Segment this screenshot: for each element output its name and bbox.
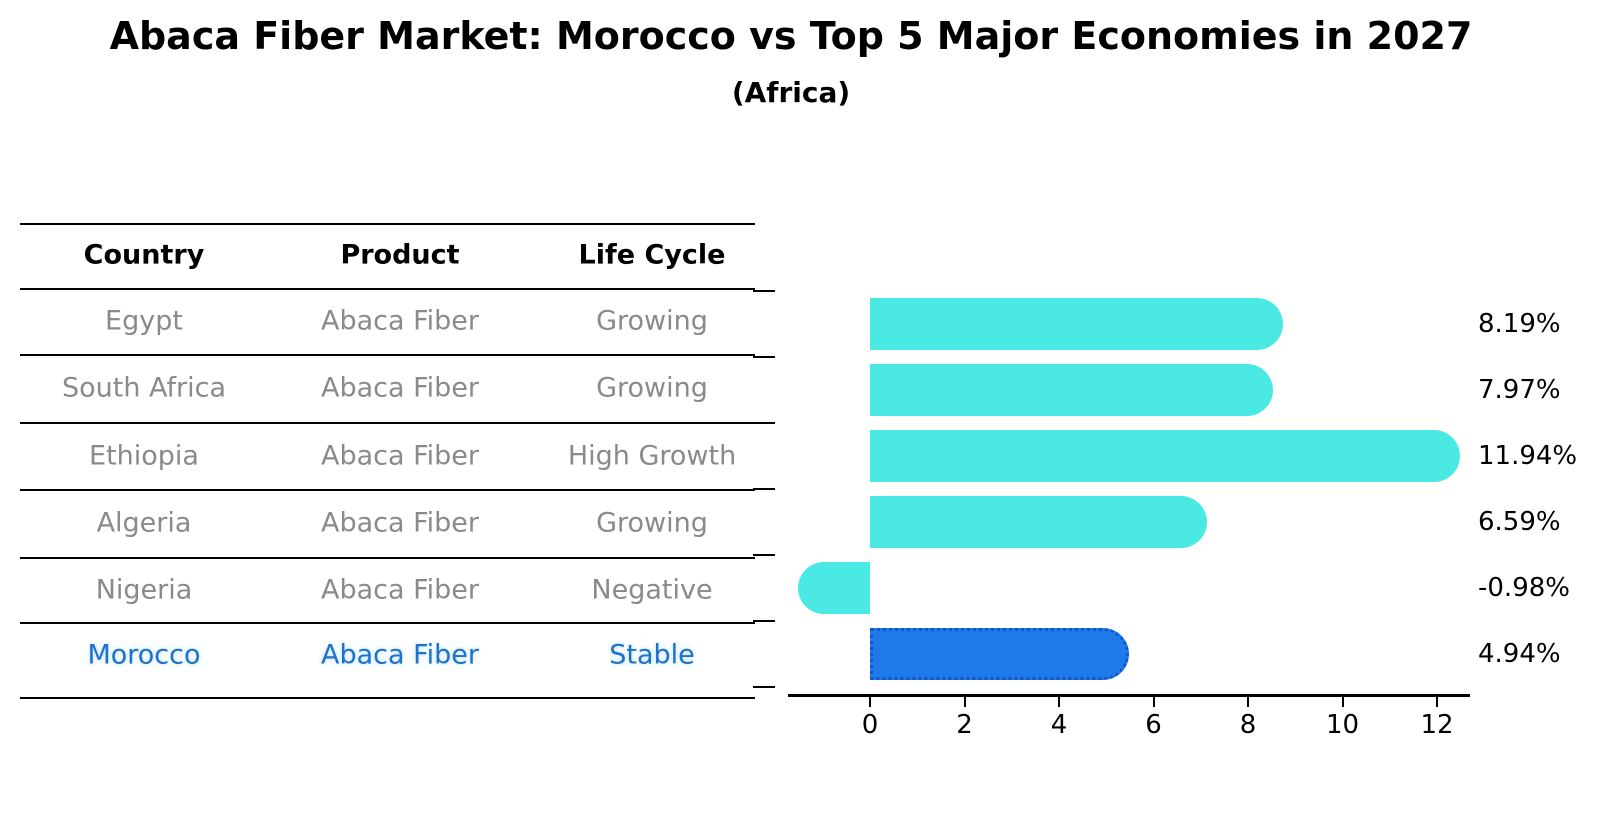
col-header-life-cycle: Life Cycle bbox=[578, 239, 726, 271]
value-label-nigeria: -0.98% bbox=[1478, 573, 1570, 603]
table-line-5 bbox=[20, 557, 755, 559]
chart-title: Abaca Fiber Market: Morocco vs Top 5 Maj… bbox=[109, 14, 1473, 58]
cell-nigeria-country: Nigeria bbox=[95, 574, 193, 605]
cell-ethiopia-life-cycle: High Growth bbox=[567, 440, 737, 471]
cell-morocco-country: Morocco bbox=[87, 639, 201, 671]
table-line-7 bbox=[20, 697, 755, 699]
cell-morocco-life-cycle: Stable bbox=[609, 639, 695, 671]
bar-egypt bbox=[870, 298, 1283, 350]
x-tick-label-0: 0 bbox=[861, 710, 879, 740]
cell-algeria-country: Algeria bbox=[96, 507, 192, 539]
bar-ethiopia bbox=[870, 430, 1461, 482]
value-label-south-africa: 7.97% bbox=[1478, 375, 1561, 405]
x-tick-2 bbox=[963, 697, 966, 707]
y-tick-3 bbox=[753, 488, 775, 490]
table-line-2 bbox=[20, 354, 755, 356]
x-tick-8 bbox=[1247, 697, 1249, 707]
x-tick-label-8: 8 bbox=[1239, 710, 1257, 740]
y-tick-2 bbox=[753, 422, 775, 424]
x-tick-label-4: 4 bbox=[1050, 710, 1068, 740]
x-tick-4 bbox=[1058, 697, 1060, 707]
table-line-6 bbox=[20, 622, 755, 624]
x-tick-0 bbox=[869, 697, 871, 707]
cell-morocco-product: Abaca Fiber bbox=[320, 639, 480, 671]
table-line-3 bbox=[20, 422, 755, 424]
bar-algeria bbox=[870, 496, 1208, 548]
cell-nigeria-life-cycle: Negative bbox=[591, 574, 713, 605]
x-tick-label-12: 12 bbox=[1420, 710, 1454, 740]
y-tick-6 bbox=[753, 686, 775, 688]
x-tick-label-10: 10 bbox=[1325, 710, 1360, 740]
x-tick-label-2: 2 bbox=[956, 710, 973, 740]
x-tick-label-6: 6 bbox=[1145, 710, 1162, 740]
cell-egypt-product: Abaca Fiber bbox=[320, 305, 480, 337]
cell-egypt-life-cycle: Growing bbox=[596, 305, 708, 337]
y-tick-4 bbox=[753, 554, 775, 556]
y-tick-0 bbox=[753, 290, 775, 292]
cell-south-africa-life-cycle: Growing bbox=[596, 372, 708, 404]
x-tick-12 bbox=[1436, 697, 1438, 707]
cell-algeria-product: Abaca Fiber bbox=[320, 507, 480, 539]
table-line-4 bbox=[20, 489, 755, 491]
cell-egypt-country: Egypt bbox=[105, 305, 183, 337]
bar-nigeria bbox=[797, 562, 870, 614]
x-tick-6 bbox=[1152, 697, 1155, 707]
y-tick-1 bbox=[753, 356, 775, 358]
chart-subtitle: (Africa) bbox=[731, 76, 851, 109]
bar-morocco bbox=[870, 628, 1130, 680]
cell-algeria-life-cycle: Growing bbox=[596, 507, 708, 539]
x-tick-10 bbox=[1341, 697, 1344, 707]
col-header-country: Country bbox=[83, 239, 205, 271]
cell-ethiopia-product: Abaca Fiber bbox=[320, 440, 480, 471]
bar-south-africa bbox=[870, 364, 1273, 416]
cell-south-africa-country: South Africa bbox=[61, 372, 227, 404]
col-header-product: Product bbox=[340, 239, 460, 271]
table-line-1 bbox=[20, 288, 755, 290]
cell-nigeria-product: Abaca Fiber bbox=[320, 574, 480, 605]
value-label-algeria: 6.59% bbox=[1478, 507, 1561, 537]
table-line-0 bbox=[20, 223, 755, 225]
value-label-morocco: 4.94% bbox=[1478, 639, 1561, 669]
y-tick-5 bbox=[753, 620, 775, 622]
cell-south-africa-product: Abaca Fiber bbox=[320, 372, 480, 404]
cell-ethiopia-country: Ethiopia bbox=[89, 440, 199, 471]
x-axis-line bbox=[788, 694, 1470, 697]
value-label-egypt: 8.19% bbox=[1478, 309, 1561, 339]
value-label-ethiopia: 11.94% bbox=[1478, 441, 1578, 471]
